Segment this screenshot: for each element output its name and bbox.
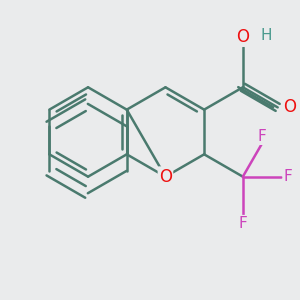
Text: O: O <box>284 98 296 116</box>
Text: F: F <box>284 169 292 184</box>
Text: O: O <box>159 168 172 186</box>
Text: F: F <box>238 216 247 231</box>
Text: O: O <box>236 28 249 46</box>
Text: H: H <box>260 28 272 43</box>
Text: F: F <box>257 129 266 144</box>
